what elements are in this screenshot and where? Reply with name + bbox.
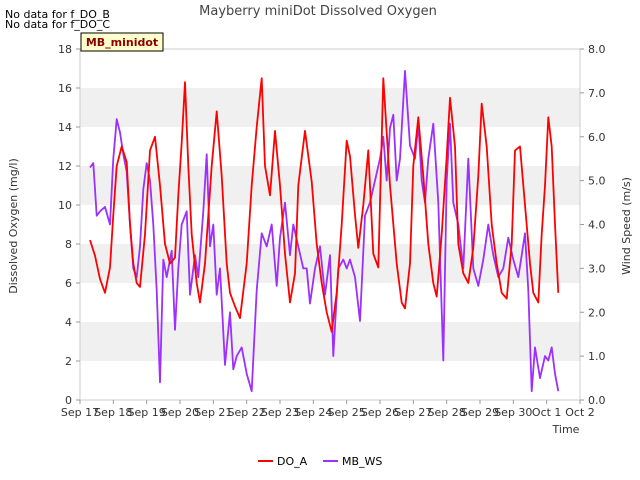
chart-title: Mayberry miniDot Dissolved Oxygen [199, 4, 437, 19]
no-data-note-b: No data for f_DO_B [5, 8, 110, 21]
legend-label-mb-ws: MB_WS [342, 455, 382, 468]
series-line-mb-ws [89, 70, 560, 393]
y-tick-label: 12 [58, 160, 72, 173]
y2-tick-label: 3.0 [588, 262, 606, 275]
x-tick-label: Sep 26 [361, 406, 399, 419]
badge-label: MB_minidot [86, 36, 158, 49]
y-tick-label: 4 [65, 316, 72, 329]
x-tick-label: Sep 29 [461, 406, 499, 419]
y2-tick-label: 8.0 [588, 43, 606, 56]
y2-tick-label: 4.0 [588, 219, 606, 232]
y-tick-label: 0 [65, 394, 72, 407]
y2-tick-label: 1.0 [588, 350, 606, 363]
x-tick-label: Sep 28 [428, 406, 466, 419]
x-tick-label: Sep 25 [328, 406, 366, 419]
y-tick-label: 14 [58, 121, 72, 134]
x-tick-label: Sep 18 [94, 406, 132, 419]
x-tick-label: Sep 23 [261, 406, 299, 419]
legend-label-do-a: DO_A [277, 455, 308, 468]
y-tick-label: 2 [65, 355, 72, 368]
legend: DO_A MB_WS [258, 455, 382, 468]
x-tick-label: Sep 19 [128, 406, 166, 419]
series-lines [89, 70, 560, 393]
x-tick-label: Sep 21 [194, 406, 232, 419]
x-tick-label: Sep 24 [294, 406, 332, 419]
x-tick-label: Oct 2 [565, 406, 595, 419]
y2-tick-label: 7.0 [588, 87, 606, 100]
y2-tick-label: 6.0 [588, 131, 606, 144]
grid-band [80, 166, 580, 205]
grid-band [80, 88, 580, 127]
y-tick-label: 6 [65, 277, 72, 290]
x-tick-label: Sep 30 [494, 406, 532, 419]
y-tick-label: 18 [58, 43, 72, 56]
x-tick-label: Sep 20 [161, 406, 199, 419]
y-axis-label: Dissolved Oxygen (mg/l) [7, 158, 20, 293]
no-data-note-c: No data for f_DO_C [5, 18, 110, 31]
y-tick-label: 16 [58, 82, 72, 95]
x-tick-label: Oct 1 [532, 406, 562, 419]
x-axis-label: Time [552, 423, 580, 436]
y2-tick-label: 2.0 [588, 306, 606, 319]
x-tick-label: Sep 22 [228, 406, 266, 419]
grid-bands [80, 88, 580, 361]
x-tick-label: Sep 17 [61, 406, 99, 419]
mb-minidot-badge: MB_minidot [80, 32, 164, 52]
y-tick-label: 8 [65, 238, 72, 251]
y2-tick-label: 0.0 [588, 394, 606, 407]
y2-axis: 0.0 1.0 2.0 3.0 4.0 5.0 6.0 7.0 8.0 [580, 43, 606, 407]
x-tick-label: Sep 27 [394, 406, 432, 419]
y2-tick-label: 5.0 [588, 175, 606, 188]
y-tick-label: 10 [58, 199, 72, 212]
y-axis: 0 2 4 6 8 10 12 14 16 18 [58, 43, 80, 407]
series-line-do-a [89, 77, 560, 333]
y2-axis-label: Wind Speed (m/s) [620, 177, 633, 275]
